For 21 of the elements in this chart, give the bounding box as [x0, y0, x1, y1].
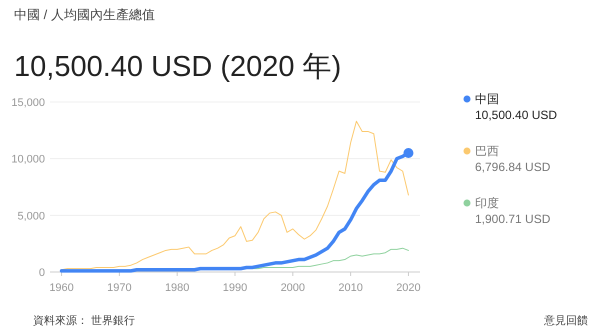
x-tick-label: 1990 [222, 282, 248, 294]
x-tick-label: 1960 [49, 282, 74, 294]
y-tick-label: 0 [38, 267, 45, 279]
text: 6,796.84 USD [475, 160, 550, 174]
x-tick-label: 2020 [396, 282, 421, 294]
source-note: 資料來源： 世界銀行 [33, 314, 136, 327]
text: 意見回饋 [543, 314, 588, 327]
chart-title: 10,500.40 USD (2020 年) [14, 51, 342, 83]
y-tick-label: 5,000 [17, 210, 45, 222]
y-tick-label: 15,000 [11, 97, 45, 109]
x-tick-label: 1970 [107, 282, 132, 294]
legend-label: 印度 [475, 196, 499, 210]
x-tick-label: 2000 [280, 282, 306, 294]
legend-label: 中国 [475, 92, 499, 106]
y-tick-label: 10,000 [11, 154, 45, 166]
legend-label: 巴西 [475, 144, 499, 158]
text: 10,500.40 USD [475, 108, 558, 122]
chart-subtitle: 中國 / 人均國內生產總值 [14, 7, 155, 22]
x-tick-label: 2010 [338, 282, 363, 294]
text: 1,900.71 USD [475, 212, 550, 226]
x-tick-label: 1980 [164, 282, 190, 294]
